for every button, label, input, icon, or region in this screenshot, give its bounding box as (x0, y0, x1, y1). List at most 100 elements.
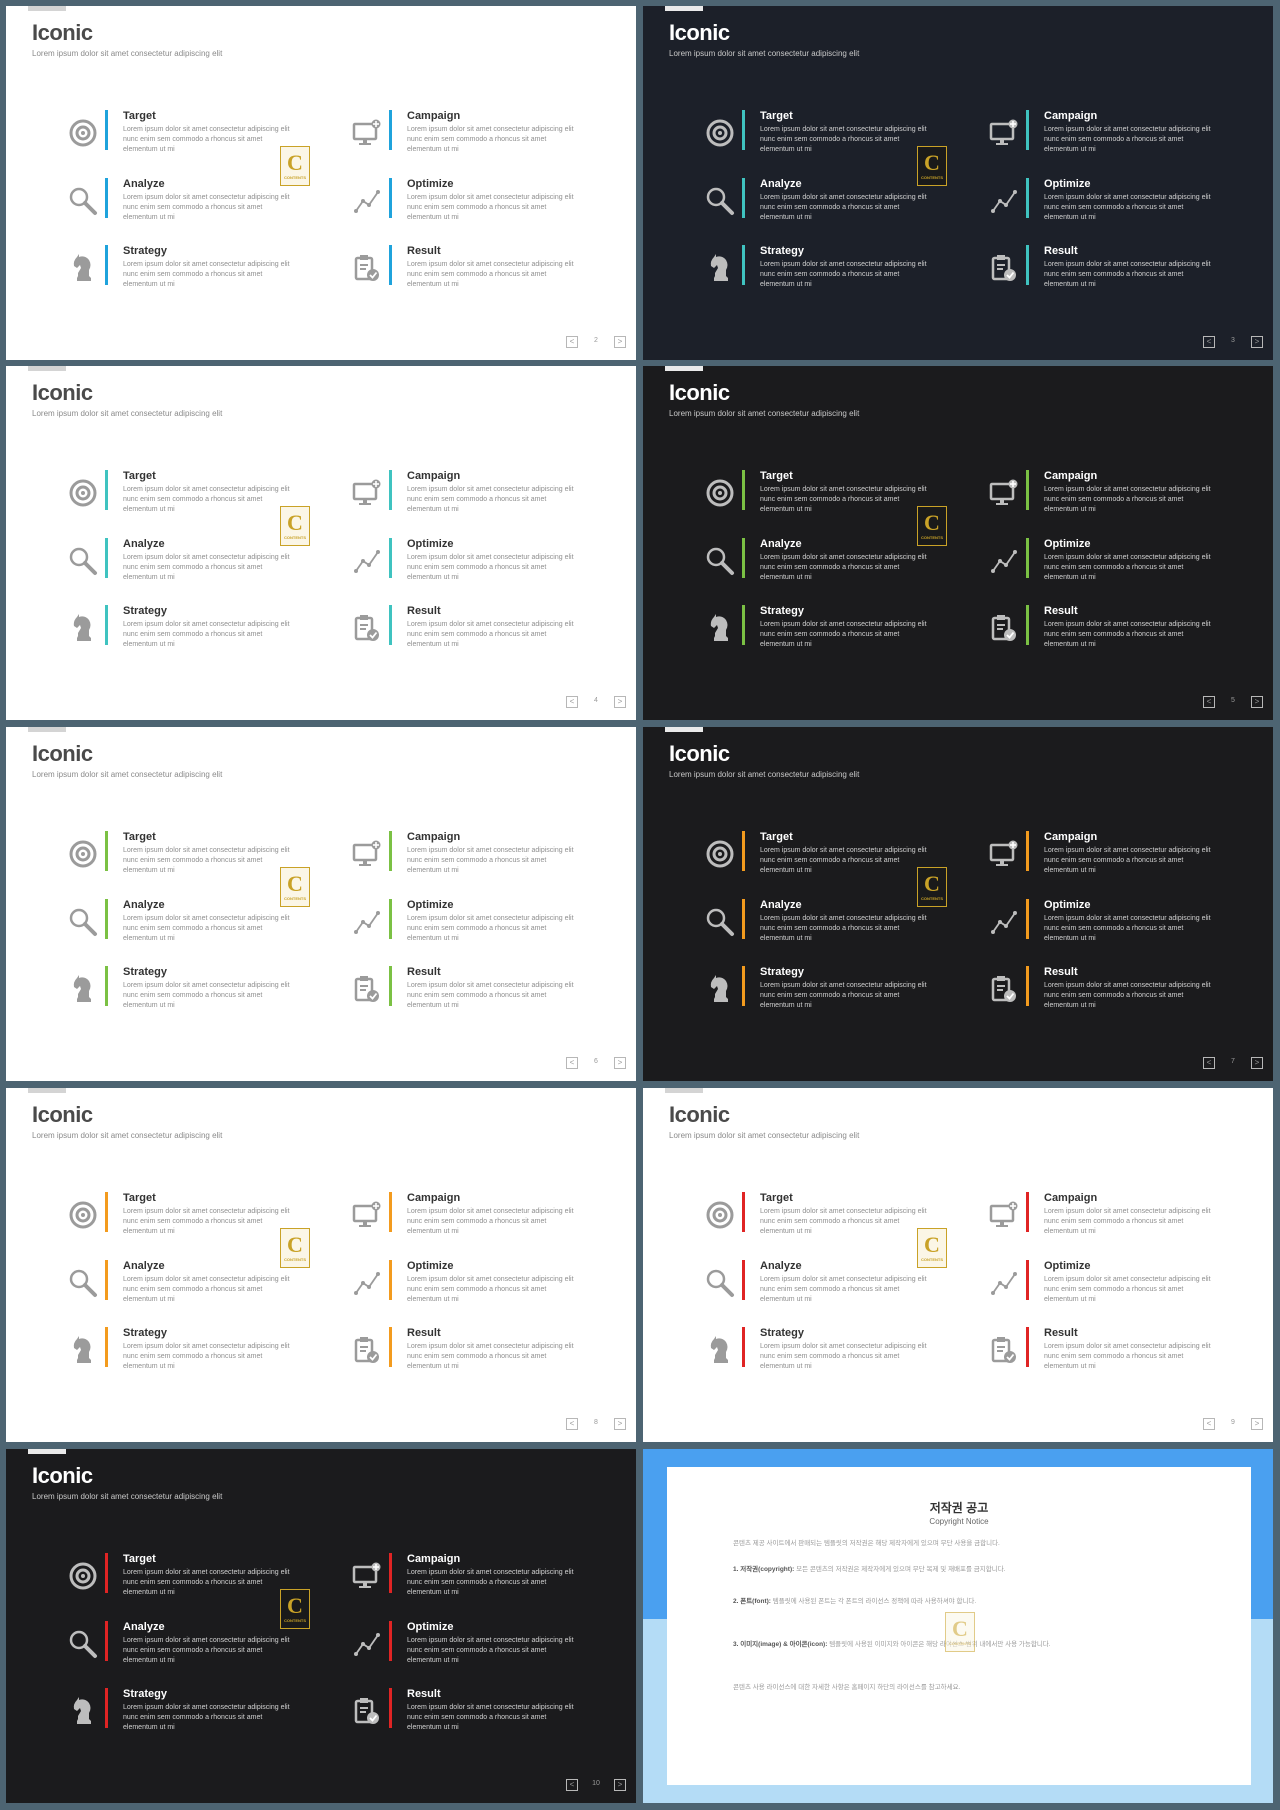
item-title: Strategy (760, 966, 805, 978)
item-title: Result (1044, 966, 1078, 978)
prev-page-button[interactable]: < (1203, 1057, 1215, 1069)
slide-top-accent-bar (28, 727, 66, 732)
item-title: Result (407, 966, 441, 978)
prev-page-button[interactable]: < (1203, 1418, 1215, 1430)
target-icon (68, 478, 98, 508)
magnifier-icon (68, 1268, 98, 1298)
accent-bar (742, 1327, 745, 1367)
item-result: Result Lorem ipsum dolor sit amet consect… (989, 966, 1239, 1018)
item-description: Lorem ipsum dolor sit amet consectetur a… (1044, 1343, 1211, 1370)
item-campaign: Campaign Lorem ipsum dolor sit amet conse… (989, 1192, 1239, 1244)
item-target: Target Lorem ipsum dolor sit amet consect… (68, 470, 318, 522)
slide-thumbnail-2[interactable]: Iconic Lorem ipsum dolor sit amet consect… (6, 6, 636, 360)
next-page-button[interactable]: > (614, 1418, 626, 1430)
item-title: Target (123, 1192, 156, 1204)
next-page-button[interactable]: > (614, 696, 626, 708)
next-page-button[interactable]: > (1251, 336, 1263, 348)
slide-thumbnail-5[interactable]: Iconic Lorem ipsum dolor sit amet consect… (643, 366, 1273, 720)
item-description: Lorem ipsum dolor sit amet consectetur a… (123, 1208, 290, 1235)
next-page-button[interactable]: > (614, 336, 626, 348)
next-page-button[interactable]: > (614, 1057, 626, 1069)
copyright-title: 저작권 공고 (929, 1501, 989, 1515)
svg-text:CONTENTS: CONTENTS (921, 1257, 943, 1262)
item-result: Result Lorem ipsum dolor sit amet consect… (352, 605, 602, 657)
accent-bar (105, 605, 108, 645)
svg-text:CONTENTS: CONTENTS (284, 896, 306, 901)
svg-text:CONTENTS: CONTENTS (284, 535, 306, 540)
slide-thumbnail-4[interactable]: Iconic Lorem ipsum dolor sit amet consect… (6, 366, 636, 720)
magnifier-icon (68, 907, 98, 937)
slide-thumbnail-copyright[interactable]: 저작권 공고 Copyright Notice 콘텐츠 제공 사이트에서 판매되는… (643, 1449, 1273, 1803)
item-description: Lorem ipsum dolor sit amet consectetur a… (760, 1208, 927, 1235)
clipboard-check-icon (352, 1335, 382, 1365)
accent-bar (105, 178, 108, 218)
item-title: Optimize (1044, 1260, 1091, 1272)
copyright-subtitle: Copyright Notice (929, 1517, 989, 1526)
prev-page-button[interactable]: < (566, 1418, 578, 1430)
trend-line-icon (989, 546, 1019, 576)
item-description: Lorem ipsum dolor sit amet consectetur a… (123, 847, 290, 874)
item-title: Analyze (123, 1260, 165, 1272)
item-title: Optimize (407, 899, 454, 911)
svg-text:CONTENTS: CONTENTS (921, 535, 943, 540)
slide-title: Iconic (669, 1102, 730, 1127)
item-description: Lorem ipsum dolor sit amet consectetur a… (123, 261, 290, 288)
item-result: Result Lorem ipsum dolor sit amet consect… (352, 1327, 602, 1379)
prev-page-button[interactable]: < (566, 1057, 578, 1069)
slide-thumbnail-9[interactable]: Iconic Lorem ipsum dolor sit amet consect… (643, 1088, 1273, 1442)
item-description: Lorem ipsum dolor sit amet consectetur a… (123, 554, 290, 581)
item-description: Lorem ipsum dolor sit amet consectetur a… (407, 1704, 574, 1731)
accent-bar (1026, 831, 1029, 871)
slide-pager: <2 > (566, 336, 626, 350)
accent-bar (1026, 1327, 1029, 1367)
clipboard-check-icon (989, 1335, 1019, 1365)
item-title: Strategy (123, 605, 168, 617)
prev-page-button[interactable]: < (566, 1779, 578, 1791)
item-title: Target (123, 470, 156, 482)
item-title: Campaign (407, 1192, 461, 1204)
accent-bar (389, 605, 392, 645)
clipboard-check-icon (989, 613, 1019, 643)
slide-pager: <10 > (566, 1779, 626, 1793)
slide-thumbnail-6[interactable]: Iconic Lorem ipsum dolor sit amet consect… (6, 727, 636, 1081)
accent-bar (389, 1553, 392, 1593)
item-campaign: Campaign Lorem ipsum dolor sit amet conse… (989, 831, 1239, 883)
item-description: Lorem ipsum dolor sit amet consectetur a… (407, 982, 574, 1009)
prev-page-button[interactable]: < (1203, 336, 1215, 348)
prev-page-button[interactable]: < (566, 696, 578, 708)
clipboard-check-icon (989, 974, 1019, 1004)
item-target: Target Lorem ipsum dolor sit amet consect… (705, 110, 955, 162)
prev-page-button[interactable]: < (1203, 696, 1215, 708)
item-result: Result Lorem ipsum dolor sit amet consect… (352, 966, 602, 1018)
accent-bar (105, 966, 108, 1006)
item-title: Target (123, 110, 156, 122)
svg-text:CONTENTS: CONTENTS (284, 1257, 306, 1262)
chess-knight-icon (68, 253, 98, 283)
item-optimize: Optimize Lorem ipsum dolor sit amet conse… (352, 1260, 602, 1312)
contents-logo-icon: C CONTENTS (917, 1228, 947, 1268)
slide-thumbnail-3[interactable]: Iconic Lorem ipsum dolor sit amet consect… (643, 6, 1273, 360)
item-title: Campaign (1044, 831, 1098, 843)
item-title: Optimize (407, 1621, 454, 1633)
slide-top-accent-bar (28, 1449, 66, 1454)
slide-thumbnail-10[interactable]: Iconic Lorem ipsum dolor sit amet consect… (6, 1449, 636, 1803)
next-page-button[interactable]: > (1251, 1418, 1263, 1430)
next-page-button[interactable]: > (1251, 696, 1263, 708)
item-description: Lorem ipsum dolor sit amet consectetur a… (407, 486, 574, 513)
accent-bar (1026, 1260, 1029, 1300)
item-title: Campaign (1044, 1192, 1098, 1204)
prev-page-button[interactable]: < (566, 336, 578, 348)
magnifier-icon (68, 1629, 98, 1659)
slide-thumbnail-7[interactable]: Iconic Lorem ipsum dolor sit amet consect… (643, 727, 1273, 1081)
monitor-plus-icon (989, 839, 1019, 869)
slide-thumbnail-8[interactable]: Iconic Lorem ipsum dolor sit amet consect… (6, 1088, 636, 1442)
item-title: Analyze (760, 899, 802, 911)
copyright-paragraph-heading: 1. 저작권(copyright): (733, 1566, 795, 1573)
svg-text:C: C (924, 510, 940, 535)
next-page-button[interactable]: > (1251, 1057, 1263, 1069)
item-analyze: Analyze Lorem ipsum dolor sit amet consec… (68, 1621, 318, 1673)
item-description: Lorem ipsum dolor sit amet consectetur a… (407, 1637, 574, 1664)
slide-title: Iconic (32, 1463, 93, 1488)
next-page-button[interactable]: > (614, 1779, 626, 1791)
item-title: Campaign (407, 1553, 461, 1565)
